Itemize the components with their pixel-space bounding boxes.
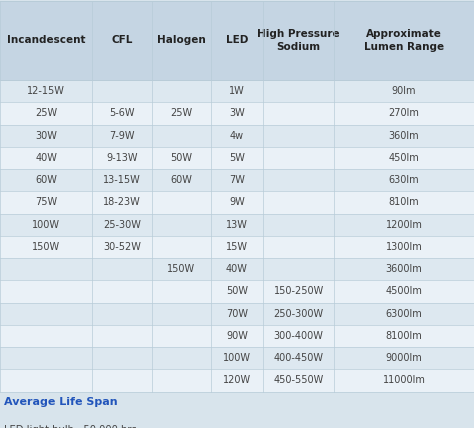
Text: High Pressure
Sodium: High Pressure Sodium (257, 29, 340, 52)
Bar (0, 325, 474, 347)
Text: Approximate
Lumen Range: Approximate Lumen Range (364, 29, 444, 52)
Text: 75W: 75W (35, 197, 57, 208)
Text: 4500lm: 4500lm (386, 286, 422, 297)
Text: 5W: 5W (229, 153, 245, 163)
Text: 25W: 25W (35, 108, 57, 119)
Text: Incandescent: Incandescent (7, 36, 85, 45)
Text: 150-250W: 150-250W (273, 286, 324, 297)
Text: 7W: 7W (229, 175, 245, 185)
Text: 810lm: 810lm (389, 197, 419, 208)
Text: 8100lm: 8100lm (386, 331, 422, 341)
Text: 5-6W: 5-6W (109, 108, 135, 119)
Text: 100W: 100W (223, 353, 251, 363)
Text: 40W: 40W (226, 264, 248, 274)
Text: 400-450W: 400-450W (273, 353, 324, 363)
Bar (0, 369, 474, 392)
Text: 9000lm: 9000lm (386, 353, 422, 363)
Text: LED: LED (226, 36, 248, 45)
Text: 1300lm: 1300lm (386, 242, 422, 252)
Text: Halogen: Halogen (157, 36, 206, 45)
Text: 11000lm: 11000lm (383, 375, 426, 386)
Text: 450lm: 450lm (389, 153, 419, 163)
Text: 15W: 15W (226, 242, 248, 252)
Text: 90W: 90W (226, 331, 248, 341)
Bar (0, 80, 474, 102)
Text: 120W: 120W (223, 375, 251, 386)
Text: 1200lm: 1200lm (386, 220, 422, 230)
Bar (0, 214, 474, 236)
Text: LED light bulb : 50,000 hrs: LED light bulb : 50,000 hrs (4, 425, 137, 428)
Text: 270lm: 270lm (389, 108, 419, 119)
Text: Average Life Span: Average Life Span (4, 397, 118, 407)
Text: 6300lm: 6300lm (386, 309, 422, 319)
Bar (0, 125, 474, 147)
Text: 70W: 70W (226, 309, 248, 319)
Text: 25-30W: 25-30W (103, 220, 141, 230)
Text: 300-400W: 300-400W (273, 331, 324, 341)
Text: 9W: 9W (229, 197, 245, 208)
Text: 250-300W: 250-300W (273, 309, 324, 319)
Text: 100W: 100W (32, 220, 60, 230)
Text: 90lm: 90lm (392, 86, 416, 96)
Text: 12-15W: 12-15W (27, 86, 65, 96)
Bar (0, 258, 474, 280)
Text: 360lm: 360lm (389, 131, 419, 141)
Text: 50W: 50W (170, 153, 192, 163)
Bar (0, 1, 474, 80)
Bar (0, 169, 474, 191)
Text: CFL: CFL (111, 36, 133, 45)
Text: 150W: 150W (167, 264, 195, 274)
Text: 3600lm: 3600lm (386, 264, 422, 274)
Bar (0, 236, 474, 258)
Bar (0, 191, 474, 214)
Bar (0, 303, 474, 325)
Bar (0, 147, 474, 169)
Text: 7-9W: 7-9W (109, 131, 135, 141)
Text: 30-52W: 30-52W (103, 242, 141, 252)
Text: 60W: 60W (170, 175, 192, 185)
Text: 13W: 13W (226, 220, 248, 230)
Text: 50W: 50W (226, 286, 248, 297)
Bar (0, 102, 474, 125)
Text: 450-550W: 450-550W (273, 375, 324, 386)
Text: 40W: 40W (35, 153, 57, 163)
Text: 60W: 60W (35, 175, 57, 185)
Text: 25W: 25W (170, 108, 192, 119)
Text: 4w: 4w (230, 131, 244, 141)
Text: 30W: 30W (35, 131, 57, 141)
Bar (0, 280, 474, 303)
Text: 18-23W: 18-23W (103, 197, 141, 208)
Text: 1W: 1W (229, 86, 245, 96)
Text: 9-13W: 9-13W (106, 153, 138, 163)
Text: 150W: 150W (32, 242, 60, 252)
Text: 13-15W: 13-15W (103, 175, 141, 185)
Text: 630lm: 630lm (389, 175, 419, 185)
Bar (0, 347, 474, 369)
Text: 3W: 3W (229, 108, 245, 119)
